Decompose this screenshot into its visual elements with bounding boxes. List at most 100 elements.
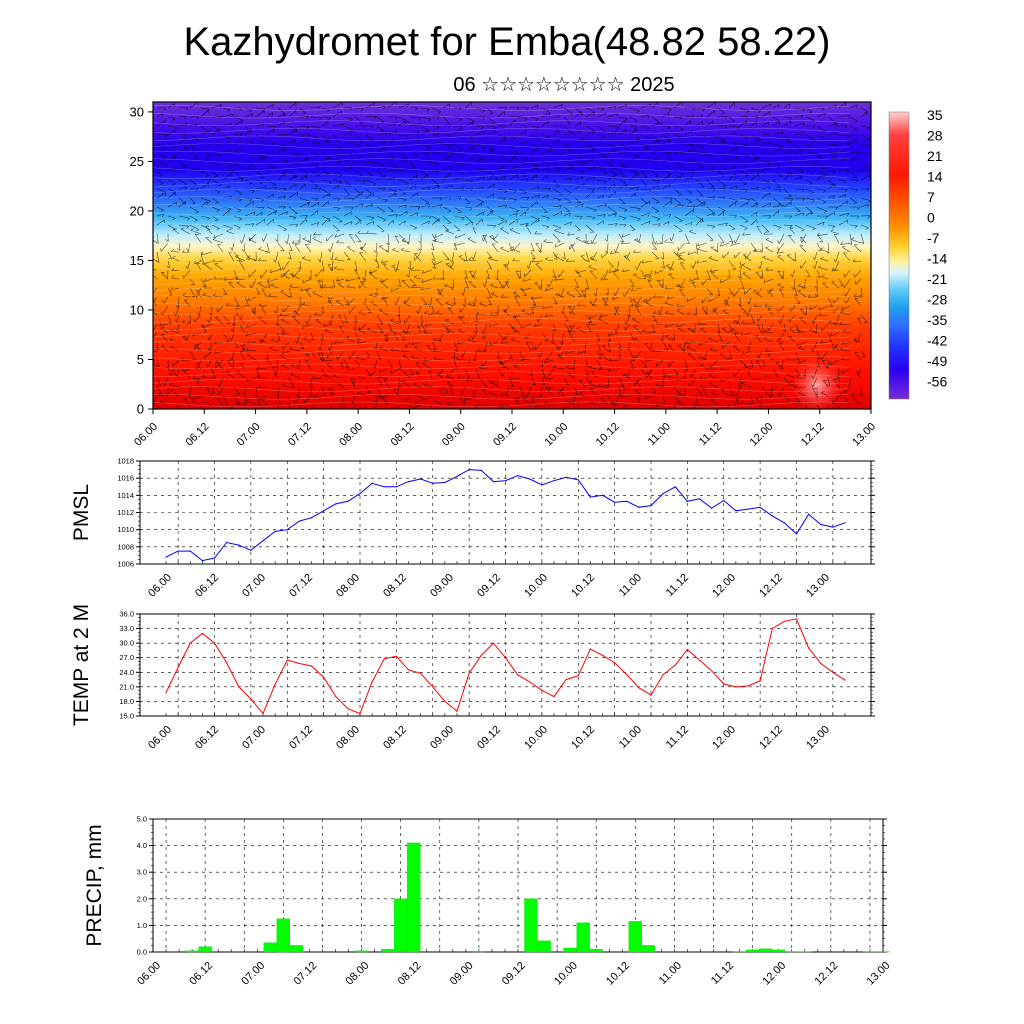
heatmap-y-tick-label: 30 [130, 104, 144, 119]
precip-bar [198, 946, 212, 953]
x-tick-label: 09.12 [500, 960, 528, 988]
data-point [686, 500, 689, 502]
data-point [456, 475, 458, 477]
chart-subtitle: 06 ☆☆☆☆☆☆☆☆ 2025 [453, 74, 674, 96]
colorbar-label: 14 [927, 169, 943, 185]
colorbar-label: -42 [927, 333, 947, 349]
y-tick-label: 27.0 [119, 653, 134, 662]
x-tick-label: 13.00 [804, 572, 832, 600]
data-point [504, 657, 507, 659]
data-point [213, 642, 216, 644]
y-tick-label: 1012 [117, 508, 134, 517]
heatmap-y-tick-label: 25 [130, 154, 144, 169]
data-point [420, 478, 422, 480]
x-tick-label: 09.00 [428, 572, 456, 600]
x-tick-label: 10.00 [522, 724, 550, 752]
y-tick-label: 5.0 [137, 815, 147, 824]
pmsl-panel: 1006 1008 1010 1012 1014 1016 1018 06.00 06.12 07… [70, 457, 875, 600]
x-tick-label: 08.12 [396, 960, 424, 988]
data-point [638, 687, 640, 689]
y-tick-label: 1008 [117, 542, 134, 551]
data-point [238, 686, 240, 688]
wind-barb-strokes [153, 102, 871, 409]
x-tick-label: 12.00 [710, 724, 738, 752]
x-tick-label: 06.00 [146, 724, 174, 752]
data-point [226, 662, 228, 664]
x-tick-label: 07.00 [240, 572, 268, 600]
data-point [274, 683, 276, 686]
data-point [698, 659, 701, 661]
data-point [638, 506, 640, 508]
data-point [177, 550, 179, 552]
precip-bar [732, 951, 747, 953]
precip-bar [576, 922, 590, 953]
data-point [577, 479, 579, 481]
x-tick-label: 06.12 [193, 724, 221, 752]
x-tick-label: 11.00 [657, 960, 684, 987]
data-point [347, 500, 349, 502]
precip-bar [745, 949, 760, 953]
contour-lines [153, 105, 850, 408]
x-tick-label: 09.12 [475, 724, 503, 752]
data-point [310, 665, 313, 667]
data-point [226, 541, 228, 544]
data-point [480, 654, 482, 656]
y-tick-label: 36.0 [119, 610, 134, 619]
data-point [444, 481, 446, 484]
data-point [468, 469, 470, 471]
heatmap-x-tick-label: 11.12 [697, 421, 724, 448]
data-point [213, 557, 216, 559]
data-point [298, 662, 300, 665]
data-point [747, 508, 749, 510]
precip-bar [863, 951, 877, 953]
data-point [832, 671, 834, 673]
x-tick-label: 06.12 [187, 960, 215, 988]
colorbar-scale [888, 111, 910, 400]
x-tick-label: 13.00 [865, 960, 893, 988]
data-point [662, 493, 664, 495]
y-tick-label: 2.0 [137, 894, 147, 903]
x-tick-label: 07.12 [291, 960, 319, 988]
data-point [565, 476, 567, 478]
data-point [686, 648, 689, 651]
colorbar-label: -56 [927, 374, 947, 390]
precip-panel: 0.0 1.0 2.0 3.0 4.0 5.0 06.00 06.12 07.00 07.12 08… [83, 815, 893, 988]
x-tick-label: 09.00 [448, 960, 476, 988]
y-tick-label: 30.0 [119, 639, 134, 648]
data-point [468, 672, 470, 674]
colorbar-label: 7 [927, 189, 935, 205]
y-tick-label: 1006 [117, 560, 134, 569]
data-point [189, 642, 191, 644]
heatmap-y-tick-label: 20 [130, 203, 144, 218]
x-tick-label: 12.00 [710, 572, 738, 600]
data-point [723, 683, 725, 685]
colorbar-label: -28 [927, 292, 947, 308]
y-axis-label: TEMP at 2 M [70, 604, 93, 726]
data-point [529, 478, 531, 480]
y-tick-label: 1016 [117, 474, 134, 483]
data-point [383, 658, 385, 660]
data-point [820, 662, 822, 665]
data-point [262, 713, 264, 715]
data-point [492, 481, 494, 483]
data-point [565, 679, 567, 681]
heatmap-y-axis: 0 5 10 15 20 25 30 [130, 104, 153, 417]
data-point [492, 642, 494, 644]
data-point [783, 522, 786, 524]
heatmap-y-tick-label: 5 [137, 352, 144, 367]
y-tick-label: 0.0 [137, 948, 147, 957]
x-tick-label: 08.12 [381, 724, 409, 752]
data-point [711, 670, 713, 672]
heatmap-field [153, 102, 871, 409]
precip-bar [785, 951, 799, 953]
data-point [771, 628, 773, 630]
data-point [832, 526, 834, 528]
y-tick-label: 1010 [117, 525, 134, 534]
data-point [820, 523, 822, 526]
data-point [201, 560, 203, 562]
y-tick-label: 3.0 [137, 868, 147, 877]
data-point [238, 544, 240, 546]
heatmap-x-tick-label: 10.00 [542, 421, 570, 449]
heatmap-x-tick-label: 12.00 [748, 421, 776, 449]
